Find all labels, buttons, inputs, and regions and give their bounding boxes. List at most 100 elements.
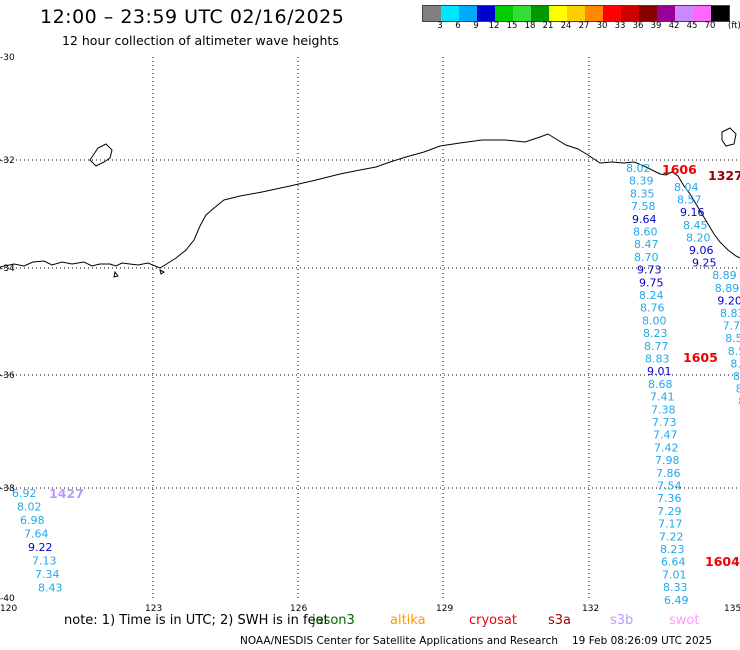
map-grid xyxy=(0,57,740,598)
legend-label: 70 xyxy=(704,21,716,31)
legend-swatch xyxy=(531,6,549,21)
west-track: 6.928.026.987.649.227.137.348.43 xyxy=(12,487,63,595)
legend-swatch xyxy=(441,6,459,21)
small-island xyxy=(113,270,119,278)
swh-value: 8.04 xyxy=(674,181,699,194)
swh-value: 8.57 xyxy=(677,194,702,207)
swh-value: 9.64 xyxy=(632,213,657,226)
swh-value: 8.35 xyxy=(630,187,655,200)
legend-swatch xyxy=(603,6,621,21)
legend-swatch xyxy=(621,6,639,21)
swh-value: 7.17 xyxy=(658,518,683,531)
swh-value: 8.45 xyxy=(683,219,708,232)
legend-swatch xyxy=(549,6,567,21)
swh-value: 9.22 xyxy=(28,541,53,554)
swh-value: 8.23 xyxy=(643,327,668,340)
legend-swatch xyxy=(639,6,657,21)
swh-value: 7.42 xyxy=(654,441,679,454)
swh-value: 8.43 xyxy=(38,582,63,595)
color-legend-labels: 3 6 9 12 15 18 21 24 27 30 33 36 39 42 45 70 (ft) xyxy=(422,21,740,31)
swh-value: 7.36 xyxy=(657,492,682,505)
pass-time-label: 1427 xyxy=(49,486,84,501)
pass-time-label: 1605 xyxy=(683,350,718,365)
swh-value: 8.24 xyxy=(639,289,664,302)
longitude-label: 135 xyxy=(724,604,740,614)
swh-value: 7.41 xyxy=(650,391,675,404)
swh-value: 8.02 xyxy=(17,501,42,514)
legend-unit: (ft) xyxy=(728,21,740,31)
swh-value: 7.71 xyxy=(723,320,740,333)
swh-value: 9.25 xyxy=(692,257,717,270)
swh-value: 9.01 xyxy=(647,365,672,378)
legend-swatch xyxy=(657,6,675,21)
footnote: note: 1) Time is in UTC; 2) SWH is in fe… xyxy=(64,613,329,628)
swh-value: 8.57 xyxy=(725,332,740,345)
legend-label: 45 xyxy=(686,21,698,31)
legend-swatch xyxy=(423,6,441,21)
swh-value: 9.16 xyxy=(680,206,705,219)
swh-value: 8.47 xyxy=(634,238,659,251)
longitude-label: 120 xyxy=(0,604,17,614)
legend-swatch xyxy=(567,6,585,21)
swh-value: 7.86 xyxy=(656,467,681,480)
legend-label: 6 xyxy=(455,21,461,31)
swh-value: 6.92 xyxy=(12,487,37,500)
swh-value: 7.13 xyxy=(32,555,57,568)
swh-value: 7.98 xyxy=(655,454,680,467)
latitude-labels: -30 -32 -34 -36 -38 -40 xyxy=(0,53,15,604)
east-track: 8.048.579.168.458.209.069.258.898.899.20… xyxy=(674,181,740,408)
swh-value: 8.89 xyxy=(715,282,740,295)
longitude-label: 123 xyxy=(145,604,162,614)
swh-value: 8 xyxy=(738,395,740,408)
legend-swatch xyxy=(459,6,477,21)
satellite-jason3: jason3 xyxy=(312,613,355,628)
swh-value: 9.20 xyxy=(717,294,740,307)
map-subtitle: 12 hour collection of altimeter wave hei… xyxy=(62,33,339,48)
swh-value: 7.29 xyxy=(657,505,682,518)
swh-value: 7.58 xyxy=(631,200,656,213)
credit-line: NOAA/NESDIS Center for Satellite Applica… xyxy=(240,635,712,647)
legend-swatch xyxy=(513,6,531,21)
legend-label: 30 xyxy=(596,21,608,31)
swh-value: 8.70 xyxy=(634,251,659,264)
pass-time-label: 1606 xyxy=(662,162,697,177)
credit-org: NOAA/NESDIS Center for Satellite Applica… xyxy=(240,635,558,647)
swh-value: 7.47 xyxy=(653,429,678,442)
latitude-label: -30 xyxy=(0,53,15,63)
legend-swatch xyxy=(675,6,693,21)
swh-value: 8.4 xyxy=(730,357,740,370)
swh-value: 7.22 xyxy=(659,530,684,543)
swh-value: 7.64 xyxy=(24,528,49,541)
small-island-2 xyxy=(159,269,165,275)
legend-label: 21 xyxy=(542,21,554,31)
swh-value: 8.60 xyxy=(633,226,658,239)
satellite-altika: altika xyxy=(390,613,426,628)
satellite-cryosat: cryosat xyxy=(469,613,517,628)
legend-swatch xyxy=(477,6,495,21)
coastline xyxy=(0,127,740,278)
satellite-s3b: s3b xyxy=(610,613,634,628)
swh-value: 6.49 xyxy=(664,594,689,607)
satellite-swot: swot xyxy=(669,613,700,628)
swh-value: 6.64 xyxy=(661,556,686,569)
swh-value: 8.23 xyxy=(660,543,685,556)
swh-value: 8.68 xyxy=(648,378,673,391)
legend-label: 15 xyxy=(506,21,518,31)
swh-tracks: 6.928.026.987.649.227.137.348.43 8.028.39… xyxy=(12,162,740,607)
swh-value: 8.76 xyxy=(640,302,665,315)
swh-value: 8.20 xyxy=(686,231,711,244)
legend-label: 12 xyxy=(488,21,500,31)
legend-label: 39 xyxy=(650,21,662,31)
legend-label: 42 xyxy=(668,21,680,31)
swh-value: 7.38 xyxy=(651,403,676,416)
latitude-label: -32 xyxy=(0,156,15,166)
central-track: 8.028.398.357.589.648.608.478.709.739.75… xyxy=(626,162,689,607)
legend-swatch xyxy=(495,6,513,21)
legend-swatch xyxy=(693,6,711,21)
pass-time-label: 1604 xyxy=(705,554,740,569)
legend-label: 24 xyxy=(560,21,572,31)
longitude-label: 126 xyxy=(290,604,307,614)
swh-value: 7.54 xyxy=(657,480,682,493)
legend-label: 18 xyxy=(524,21,536,31)
